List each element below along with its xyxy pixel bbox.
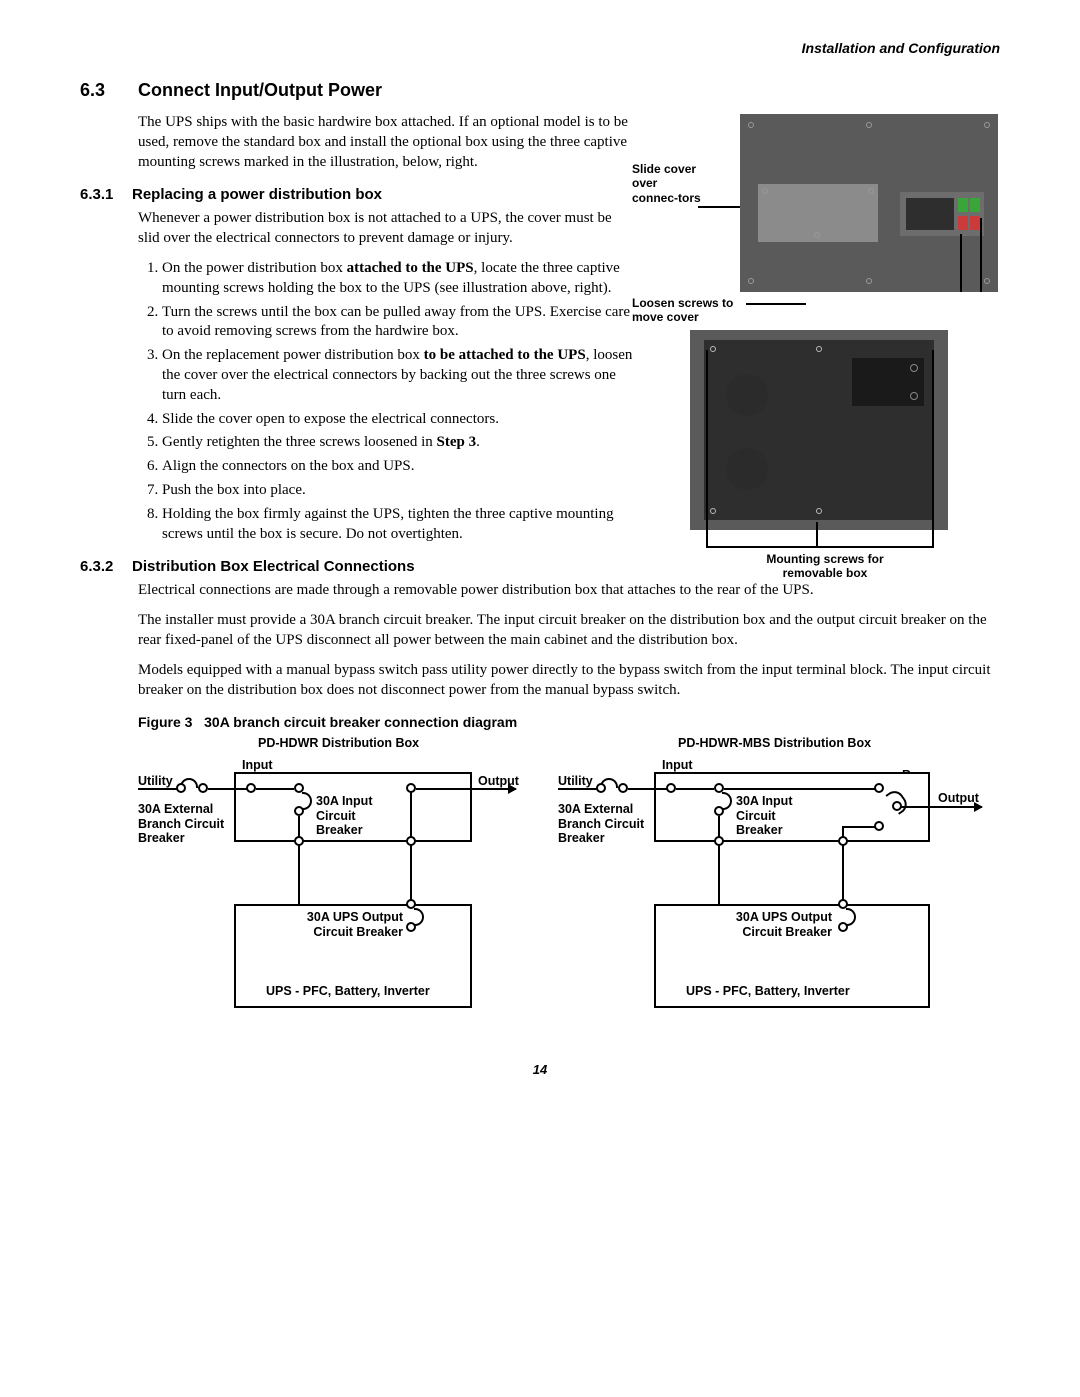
leader-line (746, 303, 806, 305)
subsection-number: 6.3.1 (80, 186, 132, 203)
subsection-text: Replacing a power distribution box (132, 186, 382, 203)
leader-line (980, 218, 982, 292)
knockout (726, 448, 768, 490)
sub2-p2: The installer must provide a 30A branch … (138, 611, 1000, 651)
input-label: Input (242, 758, 273, 772)
step-8: Holding the box firmly against the UPS, … (162, 505, 636, 545)
panel-screw (748, 122, 754, 128)
ups-block-label-r: UPS - PFC, Battery, Inverter (686, 984, 850, 998)
wire (256, 788, 294, 790)
mounting-screws-label: Mounting screws for removable box (750, 552, 900, 581)
in-breaker-label: 30A Input Circuit Breaker (316, 794, 396, 837)
leader-line (932, 350, 934, 546)
figure-label: Figure 3 (138, 714, 192, 730)
output-arrow-r (926, 806, 982, 808)
inner-screw (816, 346, 822, 352)
leader-line (816, 522, 818, 546)
wire (718, 816, 720, 904)
node (714, 836, 724, 846)
step-5: Gently retighten the three screws loosen… (162, 433, 636, 453)
node (406, 836, 416, 846)
wire (208, 788, 248, 790)
step-7: Push the box into place. (162, 481, 636, 501)
section-6-3-title: 6.3Connect Input/Output Power (80, 80, 1000, 101)
leader-line (706, 350, 708, 546)
output-arrow (416, 788, 516, 790)
intro-paragraph: The UPS ships with the basic hardwire bo… (138, 113, 630, 172)
subsection-text: Distribution Box Electrical Connections (132, 558, 415, 575)
left-diagram-title: PD-HDWR Distribution Box (258, 736, 419, 750)
in-breaker-label-r: 30A Input Circuit Breaker (736, 794, 816, 837)
inner-screw (816, 508, 822, 514)
node (838, 836, 848, 846)
node (294, 836, 304, 846)
output-label-r: Output (938, 791, 979, 805)
dist-box-outer (690, 330, 948, 530)
sub1-intro: Whenever a power distribution box is not… (138, 209, 630, 249)
sub2-p3: Models equipped with a manual bypass swi… (138, 661, 1000, 701)
connector-block (900, 192, 984, 236)
figure-title: 30A branch circuit breaker connection di… (204, 714, 517, 730)
node (198, 783, 208, 793)
section-text: Connect Input/Output Power (138, 80, 382, 100)
utility-label: Utility (138, 774, 173, 788)
wire (558, 788, 600, 790)
leader-line (698, 206, 740, 208)
knockout (726, 374, 768, 416)
section-number: 6.3 (80, 80, 138, 101)
ext-breaker-label: 30A External Branch Circuit Breaker (138, 802, 234, 845)
ups-out-breaker-label: 30A UPS Output Circuit Breaker (293, 910, 403, 939)
slide-cover-label: Slide cover over connec-tors (632, 162, 702, 205)
leader-line (706, 546, 934, 548)
inner-screw (710, 508, 716, 514)
wire (628, 788, 668, 790)
step-2: Turn the screws until the box can be pul… (162, 303, 636, 343)
cover-plate (758, 184, 878, 242)
illustration-distribution-box: Mounting screws for removable box (660, 330, 980, 585)
panel-screw (984, 278, 990, 284)
panel-screw (984, 122, 990, 128)
node (176, 783, 186, 793)
figure-3-caption: Figure 3 30A branch circuit breaker conn… (138, 714, 1000, 730)
label-area (852, 358, 924, 406)
subsection-number: 6.3.2 (80, 558, 132, 575)
step-4: Slide the cover open to expose the elect… (162, 410, 636, 430)
node (596, 783, 606, 793)
illustration-cover-panel: Slide cover over connec-tors (620, 114, 1000, 314)
input-label-r: Input (662, 758, 693, 772)
circuit-diagrams: PD-HDWR Distribution Box Utility Input O… (138, 736, 1018, 1036)
cover-screw (814, 232, 820, 238)
loosen-screws-label: Loosen screws to move cover (632, 296, 762, 325)
step-1: On the power distribution box attached t… (162, 259, 636, 299)
wire (724, 788, 876, 790)
panel-screw (866, 122, 872, 128)
replacement-steps-list: On the power distribution box attached t… (138, 259, 636, 544)
ups-block-label: UPS - PFC, Battery, Inverter (266, 984, 430, 998)
step-3: On the replacement power distribution bo… (162, 346, 636, 405)
panel-screw (866, 278, 872, 284)
wire (138, 788, 180, 790)
ups-out-breaker-label-r: 30A UPS Output Circuit Breaker (722, 910, 832, 939)
wire (676, 788, 714, 790)
wire (842, 826, 878, 828)
leader-line (960, 234, 962, 292)
page-number: 14 (80, 1062, 1000, 1077)
cover-screw (868, 188, 874, 194)
step-6: Align the connectors on the box and UPS. (162, 457, 636, 477)
right-diagram-title: PD-HDWR-MBS Distribution Box (678, 736, 871, 750)
panel-screw (748, 278, 754, 284)
running-header: Installation and Configuration (80, 40, 1000, 56)
cover-screw (762, 188, 768, 194)
node (618, 783, 628, 793)
wire (298, 816, 300, 904)
ext-breaker-label-r: 30A External Branch Circuit Breaker (558, 802, 654, 845)
dist-box-inner (704, 340, 934, 520)
inner-screw (710, 346, 716, 352)
utility-label-r: Utility (558, 774, 593, 788)
